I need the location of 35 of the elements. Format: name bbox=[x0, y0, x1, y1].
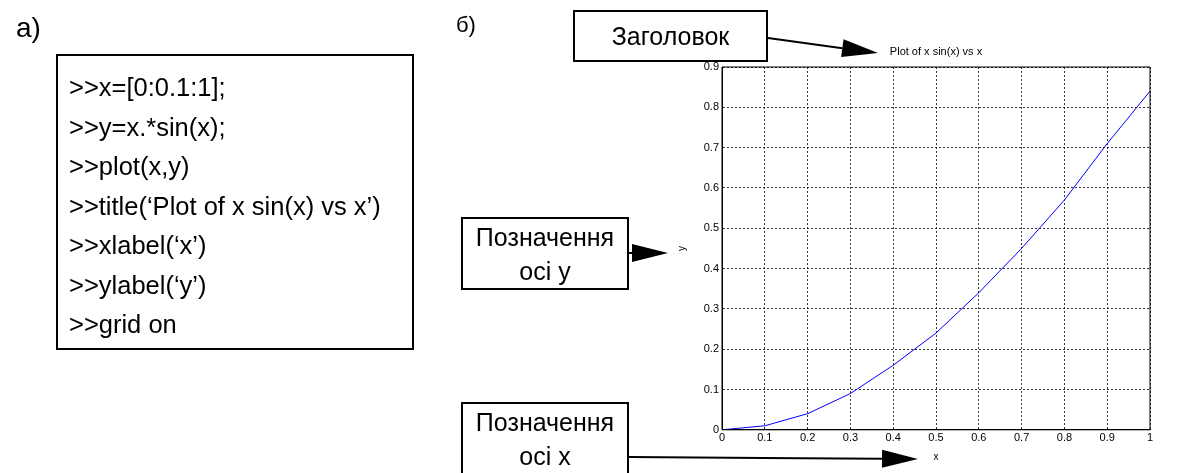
x-tick-label: 0.8 bbox=[1056, 431, 1073, 444]
y-tick-label: 0.7 bbox=[703, 140, 719, 153]
y-tick-label: 0.9 bbox=[703, 60, 719, 73]
text: Заголовок bbox=[611, 21, 730, 52]
x-tick-label: 1 bbox=[1146, 431, 1154, 444]
text: Позначення осі x bbox=[474, 406, 616, 472]
y-tick-label: 0.1 bbox=[703, 382, 719, 395]
x-tick-label: 0.4 bbox=[885, 431, 901, 444]
y-tick-label: 0.2 bbox=[703, 342, 719, 355]
text: >>plot(x,y) bbox=[69, 151, 191, 182]
chart-title: Plot of x sin(x) vs x bbox=[889, 44, 983, 57]
y-axis-title: y bbox=[675, 245, 687, 251]
y-tick-label: 0.5 bbox=[703, 221, 719, 234]
text: >>xlabel(‘x’) bbox=[69, 230, 208, 261]
text: >>grid on bbox=[69, 309, 178, 340]
x-tick-label: 0.7 bbox=[1013, 431, 1030, 444]
x-tick-label: 0.6 bbox=[971, 431, 987, 444]
text: >>x=[0:0.1:1]; bbox=[69, 72, 227, 103]
y-tick-label: 0 bbox=[712, 422, 719, 435]
y-tick-label: 0.3 bbox=[703, 301, 719, 314]
text: >>ylabel(‘y’) bbox=[69, 269, 208, 301]
x-tick-label: 0.9 bbox=[1099, 431, 1115, 444]
y-tick-label: 0.4 bbox=[703, 261, 719, 274]
text: а) bbox=[16, 12, 41, 44]
y-tick-label: 0.8 bbox=[703, 100, 719, 113]
x-tick-label: 0.3 bbox=[842, 431, 859, 444]
text: Позначення осі y bbox=[474, 221, 616, 287]
text: >>title(‘Plot of x sin(x) vs x’) bbox=[69, 190, 382, 222]
y-tick-label: 0.6 bbox=[703, 180, 719, 193]
x-tick-label: 0.1 bbox=[757, 431, 773, 444]
x-axis-title: x bbox=[933, 450, 939, 462]
text: б) bbox=[456, 12, 476, 38]
x-tick-label: 0.2 bbox=[799, 431, 816, 444]
text: >>y=x.*sin(x); bbox=[69, 111, 227, 143]
x-tick-label: 0.5 bbox=[928, 431, 944, 444]
